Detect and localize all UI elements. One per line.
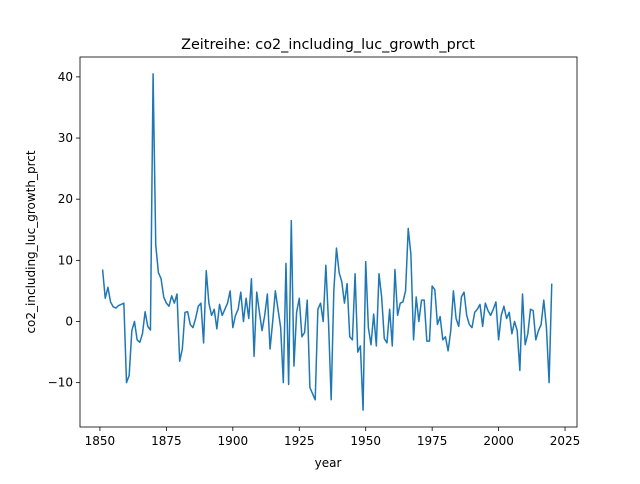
y-tick-label: −10: [48, 376, 73, 390]
plot-frame: [79, 56, 578, 428]
y-tick-label: 30: [58, 131, 73, 145]
x-tick-label: 2025: [550, 434, 581, 448]
x-axis-label: year: [315, 456, 342, 470]
y-tick-label: 20: [58, 192, 73, 206]
x-tick-label: 1925: [284, 434, 315, 448]
x-tick-label: 1850: [85, 434, 116, 448]
x-tick-label: 2000: [483, 434, 514, 448]
y-tick-label: 10: [58, 253, 73, 267]
y-tick-label: 0: [65, 315, 73, 329]
data-line: [101, 73, 553, 411]
x-tick-label: 1975: [417, 434, 448, 448]
y-tick-label: 40: [58, 70, 73, 84]
x-tick-label: 1875: [151, 434, 182, 448]
chart-title: Zeitreihe: co2_including_luc_growth_prct: [181, 37, 475, 53]
x-tick-label: 1950: [350, 434, 381, 448]
x-tick-label: 1900: [218, 434, 249, 448]
y-axis-label: co2_including_luc_growth_prct: [24, 150, 38, 333]
